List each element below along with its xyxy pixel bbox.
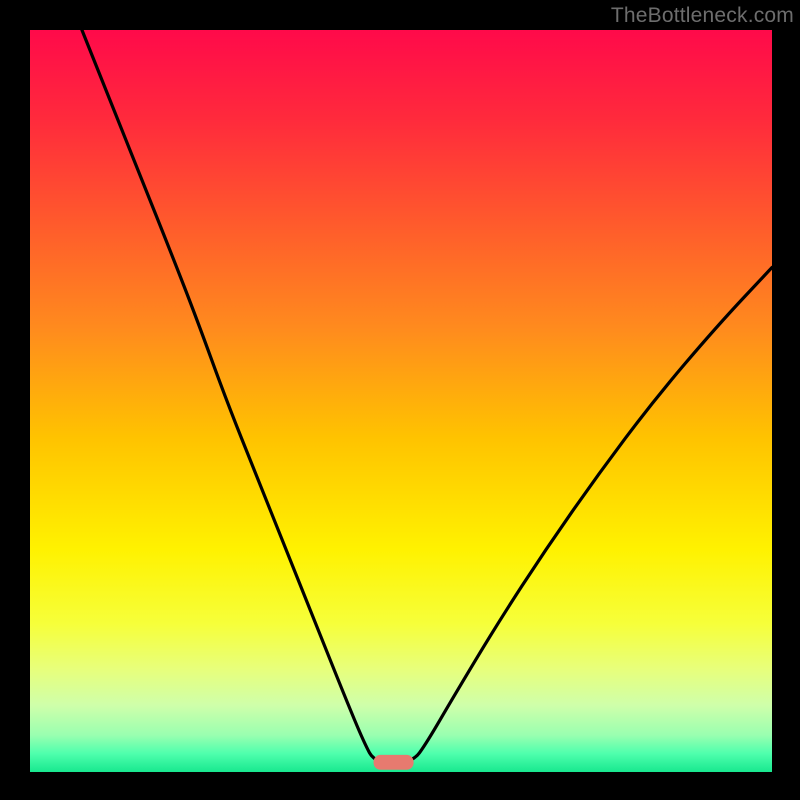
- watermark-text: TheBottleneck.com: [611, 4, 794, 28]
- bottleneck-chart: [0, 0, 800, 800]
- optimum-marker: [374, 755, 414, 770]
- chart-plot-background: [30, 30, 772, 772]
